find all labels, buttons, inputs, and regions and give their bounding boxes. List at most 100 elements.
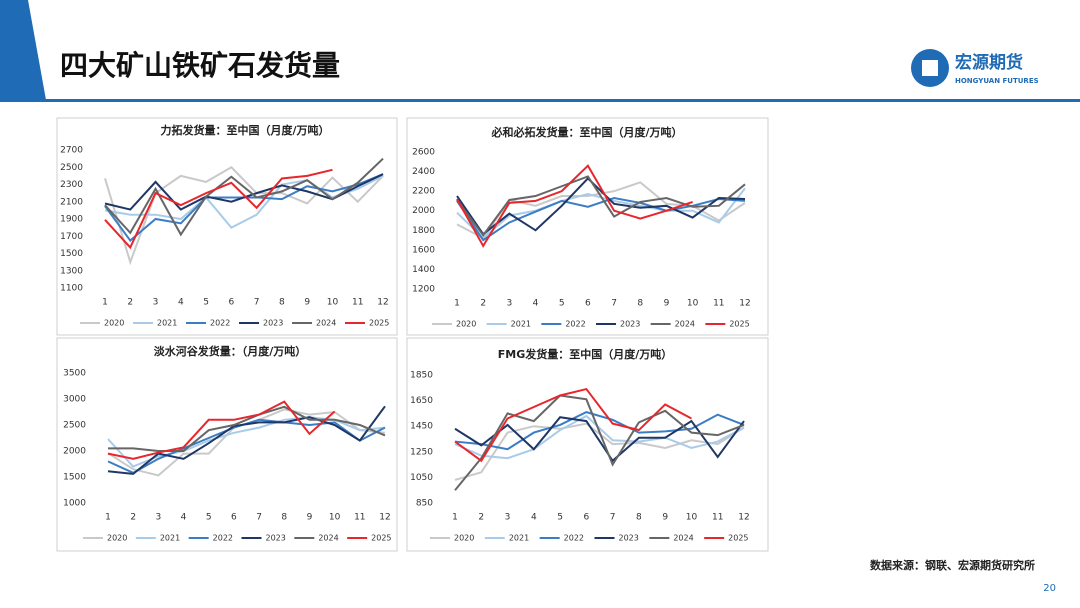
legend-label: 2023 — [620, 320, 640, 329]
x-tick-label: 4 — [178, 298, 184, 308]
chart-title: 淡水河谷发货量：（月度/万吨） — [154, 344, 307, 358]
x-tick-label: 8 — [636, 513, 642, 523]
series-line — [454, 387, 692, 463]
header-accent — [0, 0, 46, 100]
series-line — [456, 177, 746, 236]
x-tick-label: 8 — [637, 299, 643, 309]
series-line — [104, 165, 384, 266]
chart: 力拓发货量：至中国（月度/万吨） 1100 1300 1500 1700 1900 2100… — [56, 117, 398, 336]
x-tick-label: 7 — [256, 513, 262, 523]
y-tick-label: 1100 — [60, 284, 83, 294]
legend-label: 2025 — [728, 534, 748, 543]
y-tick-label: 1500 — [60, 249, 83, 259]
page-number: 20 — [1043, 583, 1056, 594]
x-tick-label: 6 — [228, 298, 234, 308]
x-tick-label: 9 — [662, 513, 668, 523]
legend-label: 2025 — [729, 320, 749, 329]
x-tick-label: 11 — [352, 298, 363, 308]
logo: 宏源期货 HONGYUAN FUTURES — [911, 49, 1039, 87]
x-tick-label: 10 — [327, 298, 339, 308]
x-tick-label: 12 — [377, 298, 388, 308]
x-tick-label: 6 — [231, 513, 237, 523]
y-tick-label: 1450 — [410, 422, 433, 432]
header-rule — [0, 99, 1080, 102]
x-tick-label: 10 — [687, 299, 699, 309]
legend-label: 2021 — [157, 319, 177, 328]
series-line — [456, 175, 746, 237]
x-tick-label: 2 — [127, 298, 133, 308]
series-line — [107, 400, 336, 460]
series-line — [454, 394, 745, 491]
x-tick-label: 9 — [304, 298, 310, 308]
chart: 必和必拓发货量：至中国（月度/万吨）1200140016001800200022… — [406, 117, 769, 336]
x-tick-label: 3 — [505, 513, 511, 523]
legend-label: 2020 — [104, 319, 124, 328]
y-tick-label: 2600 — [412, 148, 435, 158]
y-tick-label: 1900 — [60, 215, 83, 225]
x-tick-label: 5 — [206, 513, 212, 523]
legend-label: 2023 — [619, 534, 639, 543]
x-tick-label: 3 — [155, 513, 161, 523]
x-tick-label: 4 — [181, 513, 187, 523]
legend-label: 2020 — [107, 534, 127, 543]
legend-label: 2024 — [318, 534, 338, 543]
y-tick-label: 1400 — [412, 265, 435, 275]
legend-label: 2020 — [454, 534, 474, 543]
x-tick-label: 11 — [713, 299, 724, 309]
series-line — [108, 405, 386, 452]
slide-title: 四大矿山铁矿石发货量 — [60, 49, 340, 82]
series-line — [456, 164, 693, 248]
y-tick-label: 1800 — [412, 226, 435, 236]
x-tick-label: 12 — [738, 513, 749, 523]
y-tick-label: 850 — [416, 499, 433, 509]
y-tick-label: 2400 — [412, 167, 435, 177]
x-tick-label: 12 — [379, 513, 390, 523]
legend-label: 2025 — [371, 534, 391, 543]
y-tick-label: 3000 — [63, 395, 86, 405]
y-tick-label: 2700 — [60, 146, 83, 156]
legend-label: 2022 — [210, 319, 230, 328]
y-tick-label: 1300 — [60, 266, 83, 276]
source-note: 数据来源：钢联、宏源期货研究所 — [870, 558, 1035, 572]
series-line — [104, 157, 384, 237]
legend-label: 2022 — [565, 320, 585, 329]
x-tick-label: 4 — [531, 513, 537, 523]
x-tick-label: 7 — [254, 298, 260, 308]
x-tick-label: 5 — [557, 513, 563, 523]
x-tick-label: 7 — [611, 299, 617, 309]
legend-label: 2021 — [509, 534, 529, 543]
y-tick-label: 1050 — [410, 473, 433, 483]
chart-panel — [406, 337, 769, 552]
x-tick-label: 2 — [480, 299, 486, 309]
series-line — [104, 168, 333, 250]
x-tick-label: 6 — [583, 513, 589, 523]
legend-label: 2023 — [266, 534, 286, 543]
legend-label: 2020 — [456, 320, 476, 329]
legend-label: 2024 — [673, 534, 693, 543]
y-tick-label: 1600 — [412, 245, 435, 255]
series-line — [456, 196, 746, 242]
x-tick-label: 2 — [130, 513, 136, 523]
y-tick-label: 1500 — [63, 473, 86, 483]
chart-title: FMG发货量：至中国（月度/万吨） — [498, 347, 673, 361]
y-tick-label: 2500 — [63, 421, 86, 431]
series-line — [454, 414, 745, 460]
chart-title: 必和必拓发货量：至中国（月度/万吨） — [490, 125, 682, 139]
x-tick-label: 11 — [712, 513, 723, 523]
x-tick-label: 4 — [533, 299, 539, 309]
logo-icon-inner — [922, 60, 938, 76]
y-tick-label: 1650 — [410, 396, 433, 406]
chart-panel — [406, 117, 769, 336]
x-tick-label: 5 — [559, 299, 565, 309]
x-tick-label: 1 — [454, 299, 460, 309]
y-tick-label: 1250 — [410, 447, 433, 457]
x-tick-label: 9 — [307, 513, 313, 523]
y-tick-label: 2300 — [60, 180, 83, 190]
x-tick-label: 11 — [354, 513, 365, 523]
x-tick-label: 1 — [105, 513, 111, 523]
x-tick-label: 10 — [329, 513, 341, 523]
legend-label: 2022 — [213, 534, 233, 543]
chart-title: 力拓发货量：至中国（月度/万吨） — [160, 123, 329, 137]
x-tick-label: 2 — [478, 513, 484, 523]
